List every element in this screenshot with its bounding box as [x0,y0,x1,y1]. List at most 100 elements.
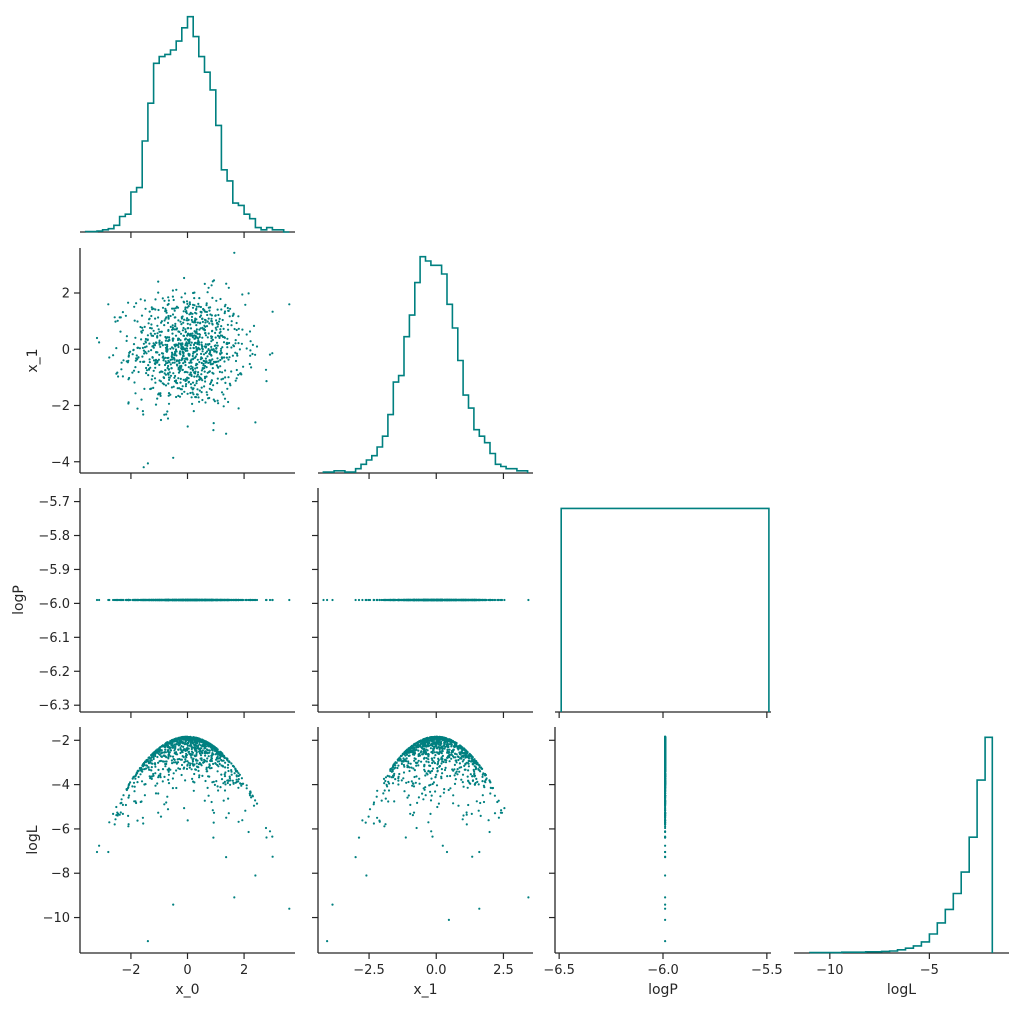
scatter-point [219,328,222,331]
scatter-point [136,407,139,410]
scatter-point [477,809,480,812]
scatter-point [174,345,177,348]
scatter-point [205,391,208,394]
scatter-point [182,354,185,358]
scatter-point [114,598,117,602]
scatter-point [187,380,191,383]
scatter-point [481,794,484,797]
scatter-point [140,330,143,333]
scatter-point [265,836,268,839]
scatter-point [372,822,375,825]
scatter-point [211,296,214,299]
panel-2-1 [312,488,533,718]
scatter-point [193,297,196,300]
scatter-point [465,813,468,816]
scatter-point [156,324,159,327]
scatter-point [147,350,150,353]
scatter-point [167,316,170,319]
scatter-point [192,393,195,396]
scatter-point [192,789,195,792]
scatter-point [168,371,171,374]
histogram-step-x_0 [84,15,290,233]
scatter-point [411,784,414,787]
scatter-point [454,772,457,775]
scatter-point [125,598,128,602]
scatter-point [175,288,178,291]
scatter-point [166,417,170,420]
scatter-point [220,752,223,755]
scatter-point [497,799,500,802]
scatter-point [237,333,240,336]
scatter-point [179,353,182,356]
scatter-point [140,780,144,783]
scatter-point [441,754,444,758]
scatter-point [478,598,481,602]
scatter-point [197,371,200,374]
scatter-point [157,393,160,396]
scatter-point [127,598,130,602]
scatter-point [154,754,157,758]
scatter-point [232,345,236,348]
scatter-point [167,402,171,405]
scatter-point [167,373,170,376]
scatter-point [204,325,207,328]
scatter-point [165,743,168,746]
scatter-point [201,336,204,339]
scatter-point [180,296,183,299]
scatter-point [423,788,426,791]
scatter-point [427,761,430,764]
scatter-point [463,764,466,768]
scatter-point [255,598,259,602]
scatter-point [491,787,494,790]
scatter-point [265,598,268,602]
scatter-point [174,348,178,351]
scatter-point [461,760,464,763]
scatter-point [198,333,201,336]
scatter-point [148,361,151,364]
scatter-point [500,598,504,602]
scatter-point [212,279,216,282]
y-axis-label: logL [25,825,41,854]
scatter-point [238,773,241,776]
scatter-point [400,754,403,757]
scatter-point [171,332,174,335]
scatter-point [222,393,225,396]
scatter-point [159,418,163,422]
scatter-point [223,598,226,602]
scatter-point [197,766,200,769]
scatter-point [194,395,197,399]
scatter-point [432,747,436,750]
scatter-point [185,341,188,344]
scatter-point [210,335,213,338]
scatter-point [444,766,447,770]
scatter-point [198,761,201,765]
scatter-point [179,736,182,739]
scatter-point [200,373,203,376]
scatter-point [158,750,161,754]
scatter-point [208,361,211,364]
scatter-point [179,342,182,345]
scatter-point [174,307,177,310]
scatter-point [493,598,496,602]
scatter-point [190,745,193,748]
scatter-point [458,598,461,602]
scatter-point [185,347,188,350]
scatter-point [189,344,192,347]
scatter-point [192,410,195,413]
scatter-point [378,819,381,822]
x-axis-label: x_1 [413,982,437,998]
scatter-point [125,788,128,791]
scatter-point [186,425,189,428]
scatter-point [187,366,190,369]
scatter-point [461,781,464,784]
scatter-point [213,400,216,403]
scatter-point [417,764,420,767]
histogram-step-logP [560,507,770,712]
scatter-point [488,780,492,783]
scatter-point [227,598,230,602]
scatter-point [166,768,169,771]
scatter-point [186,344,189,347]
scatter-point [171,744,174,747]
scatter-point [449,787,452,790]
